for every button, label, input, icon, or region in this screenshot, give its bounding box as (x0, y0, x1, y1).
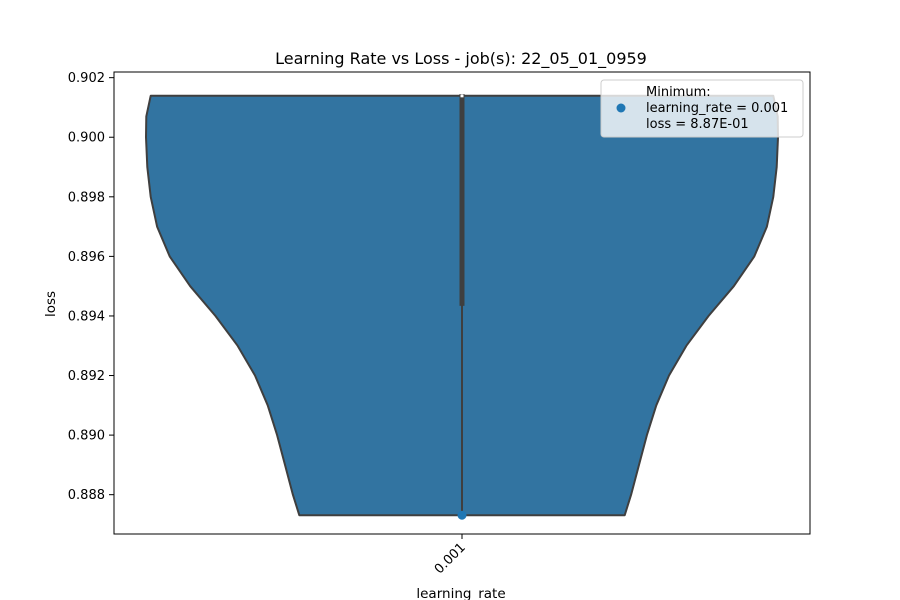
plot-layer (145, 94, 779, 520)
minimum-point (457, 510, 467, 520)
y-tick-label: 0.890 (68, 429, 105, 444)
legend-line-loss: loss = 8.87E-01 (646, 117, 749, 132)
legend-marker (616, 103, 626, 113)
y-tick-label: 0.896 (68, 250, 105, 265)
y-tick-label: 0.900 (68, 131, 105, 146)
y-tick-label: 0.894 (68, 309, 105, 324)
y-tick-label: 0.892 (68, 369, 105, 384)
legend-line-learning-rate: learning_rate = 0.001 (646, 101, 788, 116)
legend: Minimum: learning_rate = 0.001 loss = 8.… (600, 79, 804, 138)
x-tick-label: 0.001 (432, 540, 469, 577)
legend-title: Minimum: (646, 85, 711, 100)
legend-box (600, 79, 804, 138)
violin-box (459, 94, 465, 306)
y-tick-label: 0.888 (68, 488, 105, 503)
x-axis-label: learning_rate (416, 586, 505, 600)
chart-title: Learning Rate vs Loss - job(s): 22_05_01… (275, 49, 647, 69)
y-axis-label: loss (43, 291, 59, 317)
y-tick-label: 0.898 (68, 190, 105, 205)
y-tick-label: 0.902 (68, 71, 105, 86)
violin-median (460, 94, 464, 98)
